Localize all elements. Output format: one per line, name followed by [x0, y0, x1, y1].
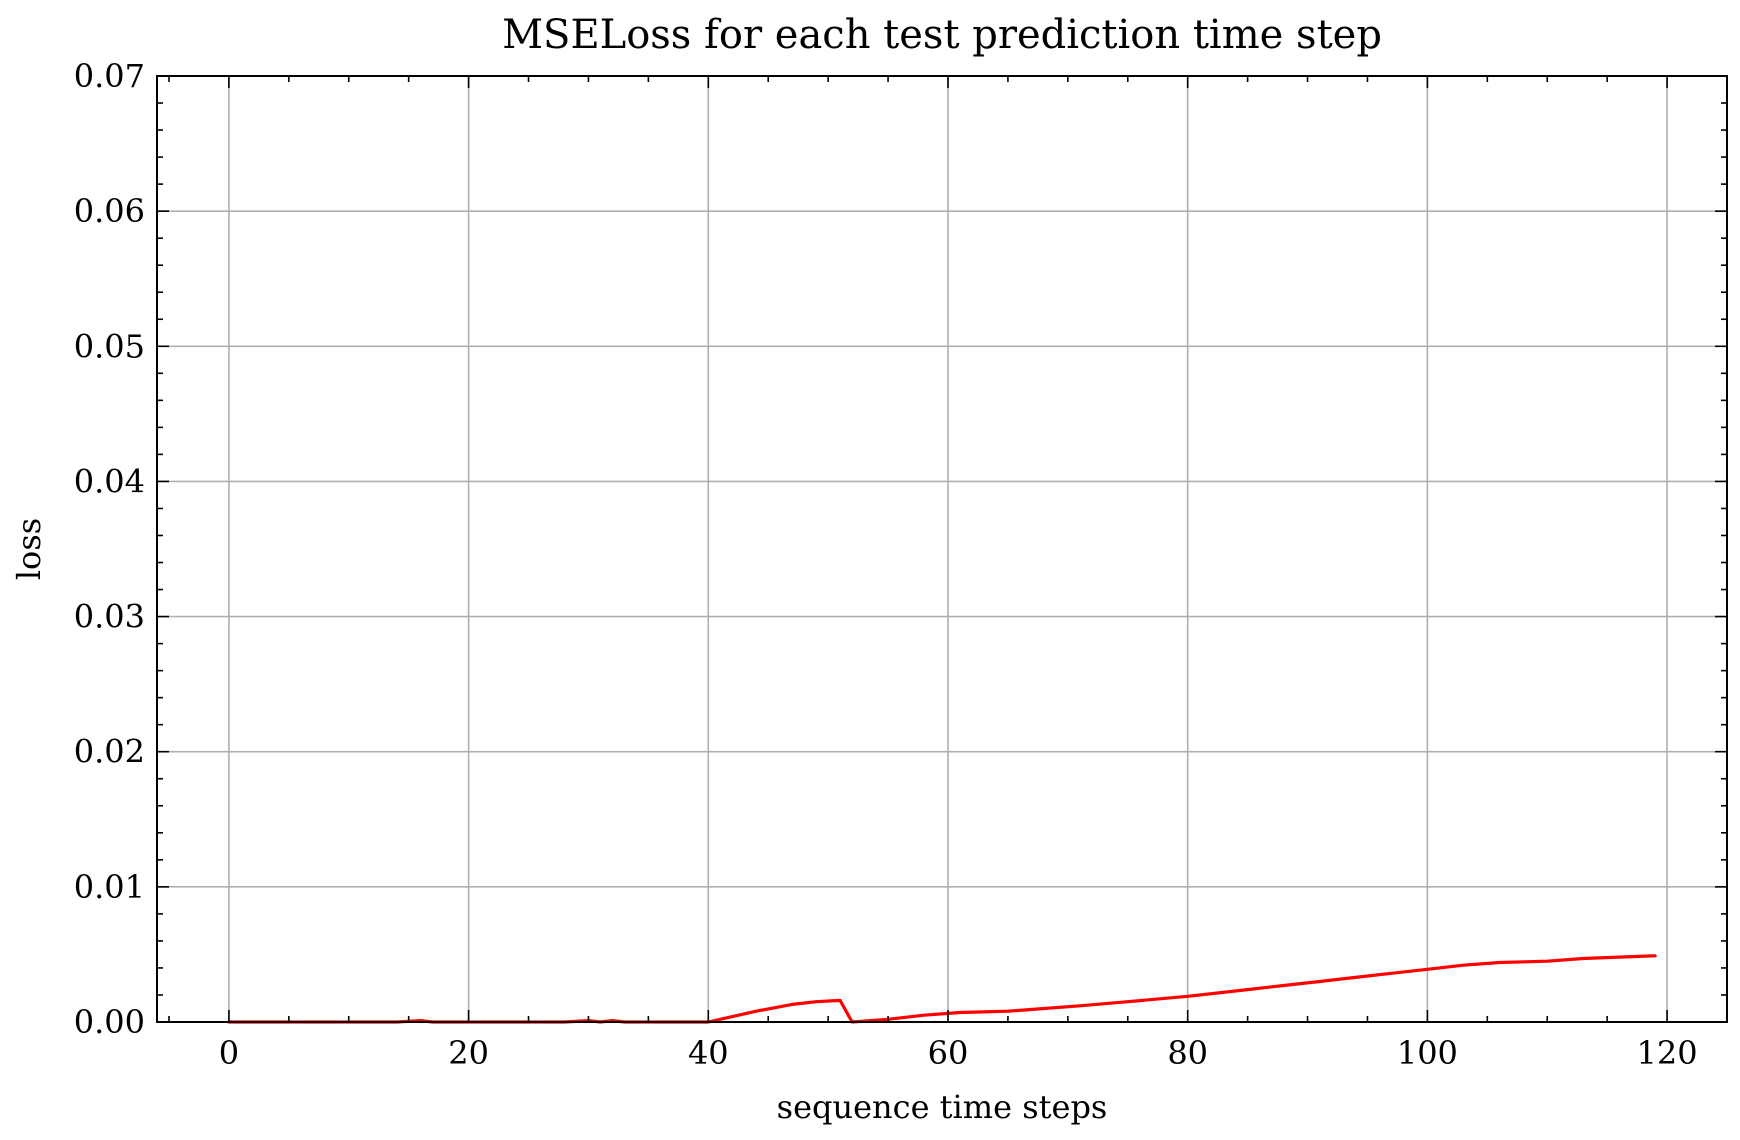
y-tick-label: 0.05: [74, 327, 145, 365]
y-axis-title: loss: [10, 518, 48, 580]
y-tick-label: 0.06: [74, 192, 145, 230]
y-tick-label: 0.03: [74, 598, 145, 636]
y-tick-label: 0.07: [74, 57, 145, 95]
grid-layer: [157, 76, 1727, 1022]
y-tick-label: 0.04: [74, 462, 145, 500]
tick-layer: [157, 75, 1728, 1023]
y-tick-label: 0.02: [74, 733, 145, 771]
x-tick-label: 40: [688, 1034, 729, 1072]
y-tick-label: 0.01: [74, 868, 145, 906]
tick-label-layer: 0 20 40 60 80 100 120 0.00 0.01 0.02 0.03 0.04 0.05 0…: [74, 57, 1698, 1072]
x-tick-label: 120: [1637, 1034, 1698, 1072]
chart-title: MSELoss for each test prediction time st…: [502, 12, 1382, 58]
loss-series-line: [227, 954, 1657, 1024]
x-tick-label: 60: [928, 1034, 969, 1072]
x-tick-label: 100: [1397, 1034, 1458, 1072]
x-tick-label: 0: [219, 1034, 239, 1072]
plot-frame: [156, 75, 1728, 1023]
x-tick-label: 20: [448, 1034, 489, 1072]
x-tick-label: 80: [1167, 1034, 1208, 1072]
y-tick-label: 0.00: [74, 1003, 145, 1041]
series-layer: [227, 954, 1657, 1024]
x-axis-title: sequence time steps: [777, 1088, 1108, 1126]
